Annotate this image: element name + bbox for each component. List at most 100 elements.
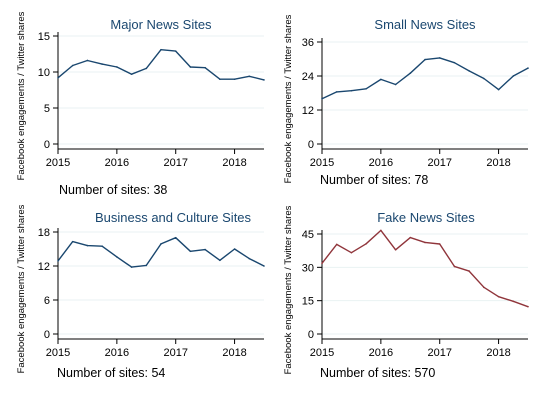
panel-title: Small News Sites: [374, 17, 476, 32]
data-point: [174, 50, 177, 52]
chart-panel-2: 0 12 24 36 2015 2016 2017 2018 Small News Sites F…: [283, 14, 529, 187]
y-tick-label: 0: [308, 139, 314, 151]
data-point: [160, 243, 162, 245]
x-tick-label: 2015: [46, 347, 70, 359]
data-point: [350, 251, 353, 254]
data-point: [350, 89, 353, 92]
panel-caption: Number of sites: 54: [57, 366, 165, 380]
data-point: [468, 270, 470, 272]
data-point: [335, 91, 338, 93]
data-point: [101, 245, 103, 247]
data-point: [219, 78, 221, 80]
data-point: [527, 305, 529, 308]
data-point: [248, 75, 251, 78]
data-point: [130, 73, 133, 75]
y-axis-label: Facebook engagements / Twitter shares: [283, 205, 294, 374]
panel-title: Fake News Sites: [377, 210, 475, 225]
data-point: [57, 260, 59, 262]
data-point: [365, 87, 367, 90]
data-point: [160, 48, 162, 51]
data-point: [71, 240, 74, 243]
y-tick-label: 6: [44, 295, 50, 307]
y-tick-label: 0: [44, 329, 50, 341]
x-tick-label: 2018: [222, 157, 246, 169]
data-point: [219, 259, 221, 262]
x-tick-label: 2018: [222, 347, 246, 359]
y-tick-label: 24: [302, 71, 314, 83]
data-point: [233, 78, 236, 80]
data-point: [453, 265, 456, 268]
y-axis-label: Facebook engagements / Twitter shares: [283, 14, 294, 183]
data-point: [86, 244, 89, 247]
data-point: [380, 229, 382, 232]
data-point: [483, 77, 485, 80]
y-tick-label: 45: [302, 229, 314, 241]
data-point: [453, 61, 456, 64]
x-tick-label: 2016: [105, 157, 129, 169]
data-point: [321, 262, 323, 265]
data-point: [321, 97, 323, 100]
data-point: [86, 59, 89, 62]
data-point: [394, 83, 397, 86]
data-point: [438, 57, 441, 59]
data-point: [483, 286, 485, 289]
data-point: [424, 241, 426, 244]
y-axis-label: Facebook engagements / Twitter shares: [16, 204, 27, 373]
y-tick-label: 18: [38, 227, 50, 239]
panel-caption: Number of sites: 78: [320, 173, 428, 187]
x-tick-label: 2018: [486, 347, 510, 359]
y-tick-label: 15: [38, 31, 50, 43]
data-point: [263, 265, 265, 267]
x-tick-label: 2018: [486, 157, 510, 169]
y-tick-label: 5: [44, 103, 50, 115]
x-tick-label: 2017: [163, 347, 187, 359]
data-point: [468, 70, 470, 72]
panel-title: Major News Sites: [110, 17, 212, 32]
data-point: [380, 78, 382, 81]
panel-caption: Number of sites: 38: [59, 183, 167, 197]
y-axis-label: Facebook engagements / Twitter shares: [16, 11, 27, 180]
data-point: [335, 243, 338, 246]
x-tick-label: 2017: [427, 347, 451, 359]
y-tick-label: 12: [38, 261, 50, 273]
x-tick-label: 2016: [369, 157, 393, 169]
data-point: [116, 256, 118, 258]
y-tick-label: 0: [308, 329, 314, 341]
y-tick-label: 12: [302, 105, 314, 117]
data-point: [71, 64, 74, 67]
x-tick-label: 2015: [46, 157, 70, 169]
chart-panel-1: 0 5 10 15 2015 2016 2017 2018 Major News Sites Fa…: [16, 11, 265, 197]
chart-panel-4: 0 15 30 45 2015 2016 2017 2018 Fake News Sites Fa…: [283, 205, 529, 380]
data-point: [394, 248, 397, 251]
data-point: [512, 300, 515, 303]
data-point: [145, 264, 148, 267]
data-point: [189, 66, 192, 68]
x-tick-label: 2017: [427, 157, 451, 169]
data-point: [145, 67, 148, 70]
data-point: [438, 243, 441, 245]
data-point: [527, 67, 529, 69]
data-point: [409, 236, 412, 239]
chart-panel-3: 0 6 12 18 2015 2016 2017 2018 Business and Cultu…: [16, 204, 265, 380]
data-point: [497, 295, 500, 298]
x-tick-label: 2016: [369, 347, 393, 359]
x-tick-label: 2017: [163, 157, 187, 169]
data-point: [57, 76, 59, 79]
y-tick-label: 15: [302, 296, 314, 308]
data-point: [512, 75, 515, 77]
y-tick-label: 0: [44, 139, 50, 151]
data-point: [204, 248, 206, 251]
data-point: [204, 66, 206, 69]
data-point: [409, 72, 412, 74]
data-point: [263, 79, 265, 81]
data-point: [189, 250, 192, 253]
data-point: [101, 63, 103, 65]
x-tick-label: 2015: [310, 347, 334, 359]
data-point: [130, 266, 133, 268]
series-line: [57, 236, 265, 268]
data-point: [424, 58, 426, 61]
data-point: [365, 242, 367, 245]
y-tick-label: 36: [302, 37, 314, 49]
panel-caption: Number of sites: 570: [320, 366, 435, 380]
